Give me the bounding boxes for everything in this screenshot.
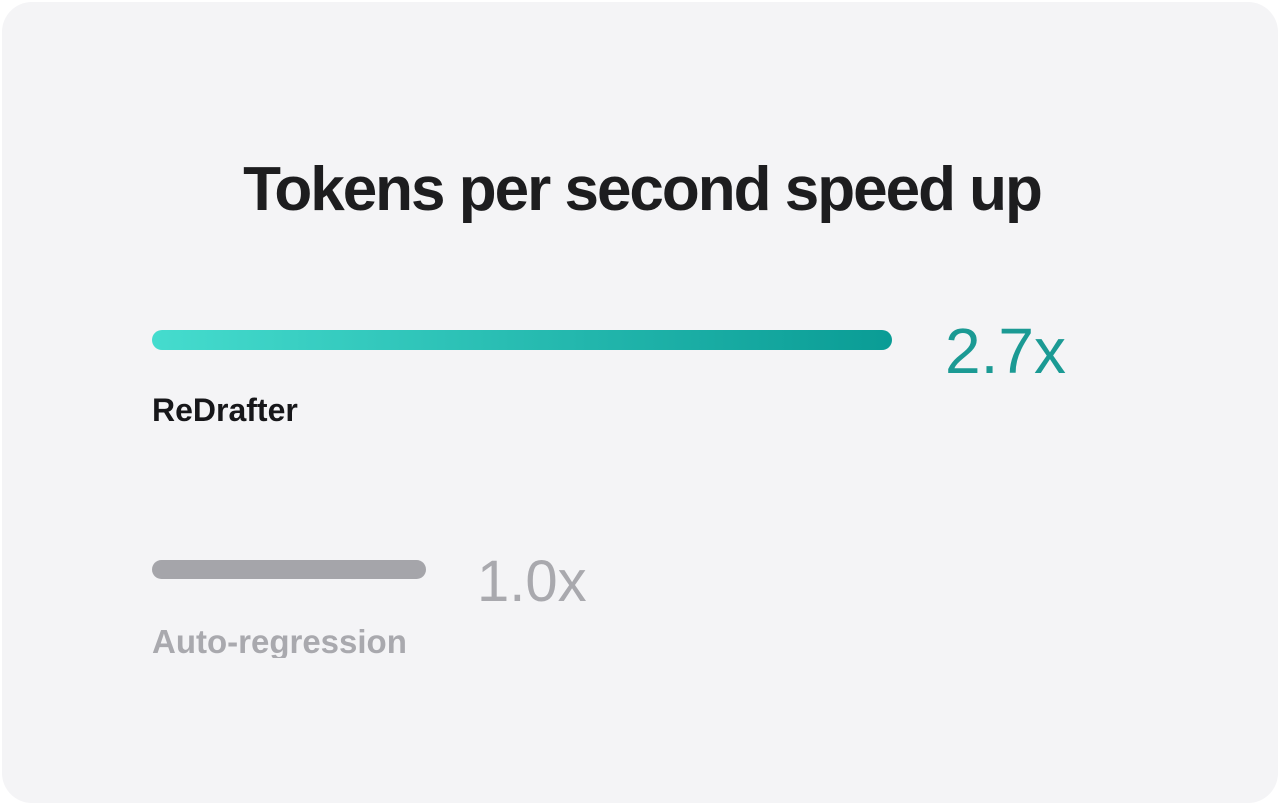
bar-value-redrafter: 2.7x [945,315,1066,387]
bar-label-autoregression: Auto-regression [152,625,407,658]
bar-label-redrafter: ReDrafter [152,394,298,428]
bar-redrafter [152,330,892,350]
bar-autoregression [152,560,426,579]
bar-value-autoregression: 1.0x [477,549,587,614]
chart-title: Tokens per second speed up [243,155,1043,224]
